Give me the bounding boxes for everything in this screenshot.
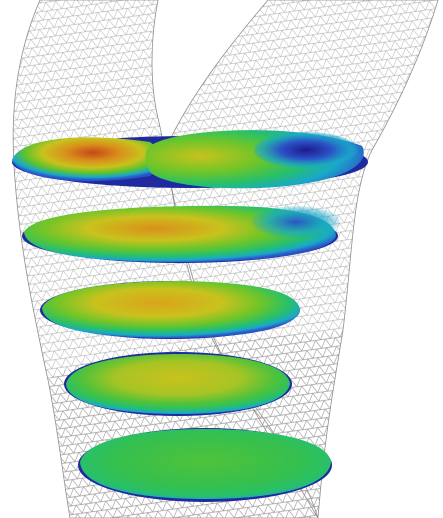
slice-2-low-flow-region bbox=[252, 206, 340, 238]
slice-3-surface bbox=[42, 281, 300, 338]
slice-4-surface bbox=[66, 354, 290, 414]
slice-5-surface bbox=[80, 429, 331, 499]
velocity-slice-5 bbox=[78, 428, 332, 502]
velocity-slice-3 bbox=[40, 281, 300, 339]
velocity-slice-4 bbox=[64, 352, 292, 416]
slice-1-left-lobe bbox=[12, 137, 159, 182]
velocity-slice-2 bbox=[22, 205, 340, 263]
velocity-slice-1 bbox=[12, 130, 368, 189]
slice-1-low-flow-region bbox=[254, 132, 358, 168]
